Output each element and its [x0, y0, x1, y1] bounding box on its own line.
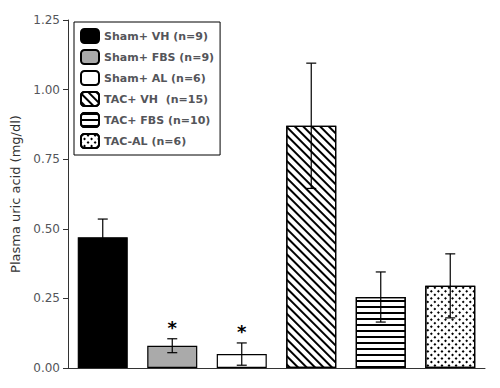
svg-text:Sham+ FBS (n=9): Sham+ FBS (n=9): [104, 51, 214, 64]
svg-text:Plasma uric acid (mg/dl): Plasma uric acid (mg/dl): [8, 115, 23, 273]
svg-text:*: *: [168, 317, 178, 338]
svg-text:TAC+ FBS (n=10): TAC+ FBS (n=10): [104, 114, 210, 127]
svg-text:0.75: 0.75: [33, 152, 60, 166]
svg-text:*: *: [237, 321, 247, 342]
svg-text:0.00: 0.00: [33, 361, 60, 375]
svg-text:Sham+ VH (n=9): Sham+ VH (n=9): [104, 30, 208, 43]
svg-text:1.00: 1.00: [33, 83, 60, 97]
svg-text:0.25: 0.25: [33, 291, 60, 305]
svg-text:Sham+ AL (n=6): Sham+ AL (n=6): [104, 72, 206, 85]
svg-text:TAC-AL (n=6): TAC-AL (n=6): [104, 135, 186, 148]
svg-text:TAC+ VH (n=15): TAC+ VH (n=15): [104, 93, 208, 106]
svg-text:0.50: 0.50: [33, 222, 60, 236]
svg-text:1.25: 1.25: [33, 13, 60, 27]
